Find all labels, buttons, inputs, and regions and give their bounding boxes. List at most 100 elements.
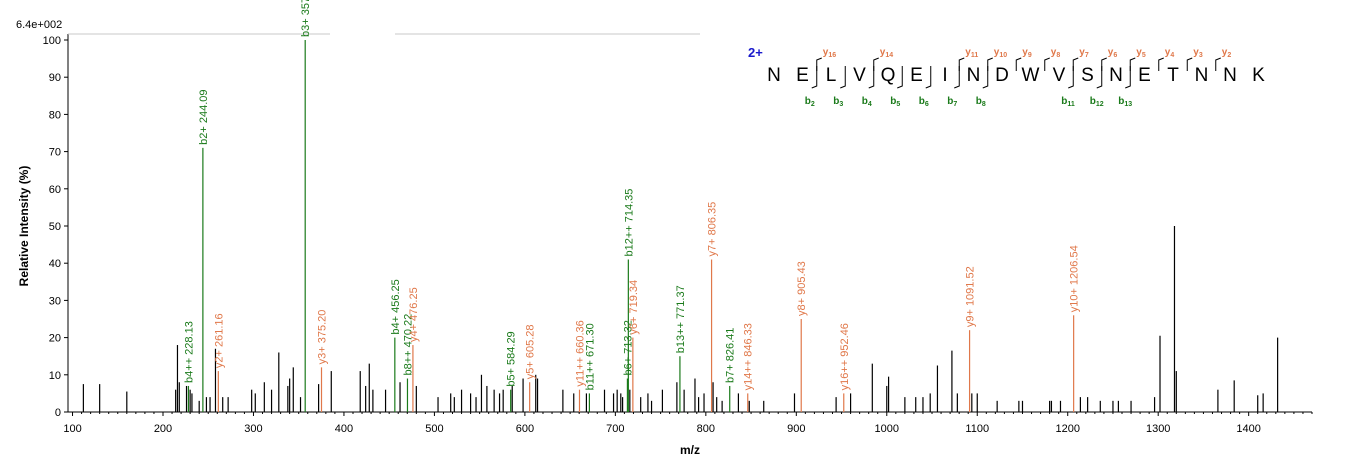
y-ion-break-marker <box>873 57 879 71</box>
b-ion-label: b7+ 826.41 <box>725 328 737 383</box>
x-tick-label: 500 <box>425 423 443 435</box>
y-tick-label: 40 <box>49 258 61 270</box>
b-ion-break-marker <box>840 66 846 89</box>
b-ion-label: b13++ 771.37 <box>675 285 687 353</box>
y-ion-label: y7 <box>1079 47 1089 59</box>
peak-series <box>82 40 1279 412</box>
y-ion-break-marker <box>987 57 993 71</box>
y-ion-label: y5+ 605.28 <box>525 324 537 379</box>
b-ion-break-marker <box>1096 66 1103 89</box>
b-ion-break-marker <box>897 66 903 89</box>
peak-annotations: b4++ 228.13 b2+ 244.09 y2+ 261.16 b3+ 357.1… <box>183 0 1080 390</box>
b-ion-break-marker <box>954 66 960 89</box>
x-tick-label: 1000 <box>875 423 899 435</box>
sequence-residue: I <box>942 65 947 86</box>
y-ion-label: y10+ 1206.54 <box>1069 245 1081 312</box>
b-ion-number: 12 <box>1096 101 1104 108</box>
y-ion-label: y8 <box>1051 47 1061 59</box>
y-tick-label: 50 <box>49 221 61 233</box>
y-tick-label: 70 <box>49 147 61 159</box>
y-ion-break-marker <box>1129 57 1136 71</box>
b-ion-number: 13 <box>1124 101 1132 108</box>
b-ion-label: b6 <box>919 96 929 108</box>
x-tick-label: 1100 <box>965 423 989 435</box>
b-ion-number: 3 <box>839 101 843 108</box>
sequence-residue: S <box>1081 65 1094 86</box>
b-ion-label: b11++ 671.30 <box>584 323 596 390</box>
y-ion-number: 7 <box>1085 52 1089 59</box>
sequence-residue: E <box>1138 65 1151 86</box>
y-ion-number: 5 <box>1142 52 1146 59</box>
b-ion-number: 2 <box>811 101 815 108</box>
b-ion-label: b4 <box>862 96 872 108</box>
chart-axes: 0 10 20 30 40 50 60 70 80 90 100 100 200 300 400 500 600… <box>43 33 1313 435</box>
x-tick-label: 300 <box>244 423 262 435</box>
y-axis-title: Relative Intensity (%) <box>17 166 31 287</box>
x-tick-label: 700 <box>606 423 624 435</box>
b-ion-label: b5+ 584.29 <box>506 331 518 386</box>
sequence-residue: Q <box>881 65 896 86</box>
y-ion-label: y6 <box>1108 47 1118 59</box>
b-ion-number: 4 <box>868 101 872 108</box>
y-ion-label: y16++ 952.46 <box>839 323 851 390</box>
y-ion-number: 3 <box>1199 52 1203 59</box>
b-ion-label: b8 <box>976 96 986 108</box>
sequence-residue: N <box>1109 65 1123 86</box>
y-tick-label: 60 <box>49 184 61 196</box>
sequence-residue: K <box>1252 65 1265 86</box>
b-ion-number: 5 <box>896 101 900 108</box>
y-tick-label: 30 <box>49 295 61 307</box>
x-axis-title: m/z <box>680 443 700 457</box>
sequence-residue: N <box>967 65 981 86</box>
b-ion-label: b2 <box>805 96 815 108</box>
y-ion-label: y3+ 375.20 <box>317 310 329 365</box>
y-ion-number: 10 <box>999 52 1007 59</box>
b-ion-break-marker <box>925 66 932 89</box>
y-ion-label: y10 <box>994 47 1007 59</box>
y-ion-label: y14 <box>880 47 893 59</box>
b-ion-label: b8++ 470.22 <box>402 314 414 376</box>
sequence-residue: D <box>995 65 1009 86</box>
b-ion-label: b5 <box>890 96 900 108</box>
y-ion-break-marker <box>1215 57 1221 71</box>
y-ion-number: 6 <box>1113 52 1117 59</box>
sequence-residue: E <box>910 65 923 86</box>
y-ion-break-marker <box>1101 57 1107 71</box>
y-ion-label: y9 <box>1022 47 1032 59</box>
sequence-residue: N <box>767 65 781 86</box>
intensity-scale-label: 6.4e+002 <box>16 19 62 31</box>
y-ion-label: y11 <box>965 47 978 59</box>
b-ion-break-marker <box>982 66 989 89</box>
sequence-residue: W <box>1022 65 1040 86</box>
sequence-residue: E <box>796 65 809 86</box>
y-ion-break-marker <box>1015 57 1022 71</box>
y-ion-number: 9 <box>1028 52 1032 59</box>
b-ion-label: b4+ 456.25 <box>390 279 402 334</box>
y-ion-break-marker <box>958 57 965 71</box>
sequence-residue: N <box>1195 65 1209 86</box>
b-ion-number: 11 <box>1067 101 1075 108</box>
b-ion-number: 7 <box>953 101 957 108</box>
y-tick-label: 20 <box>49 333 61 345</box>
y-ion-label: y4 <box>1165 47 1175 59</box>
b-ion-label: b12++ 714.35 <box>623 189 635 257</box>
y-ion-label: y5 <box>1136 47 1146 59</box>
y-ion-label: y4+ 476.25 <box>408 287 420 342</box>
b-ion-label: b3 <box>833 96 843 108</box>
sequence-residue: L <box>826 65 837 86</box>
y-ion-label: y2 <box>1222 47 1232 59</box>
b-ion-label: b4++ 228.13 <box>183 321 195 383</box>
y-tick-label: 80 <box>49 109 61 121</box>
x-tick-label: 1400 <box>1236 423 1260 435</box>
y-ion-label: y8+ 905.43 <box>796 261 808 316</box>
b-ion-label: b11 <box>1061 96 1075 108</box>
x-tick-label: 800 <box>697 423 715 435</box>
y-ion-break-marker <box>816 57 822 71</box>
b-ion-label: b2+ 244.09 <box>198 90 210 145</box>
y-ion-number: 11 <box>971 52 979 59</box>
b-ion-label: b13 <box>1118 96 1132 108</box>
y-ion-label: y11++ 660.36 <box>574 320 586 386</box>
y-ion-break-marker <box>1044 57 1050 71</box>
y-tick-label: 90 <box>49 72 61 84</box>
